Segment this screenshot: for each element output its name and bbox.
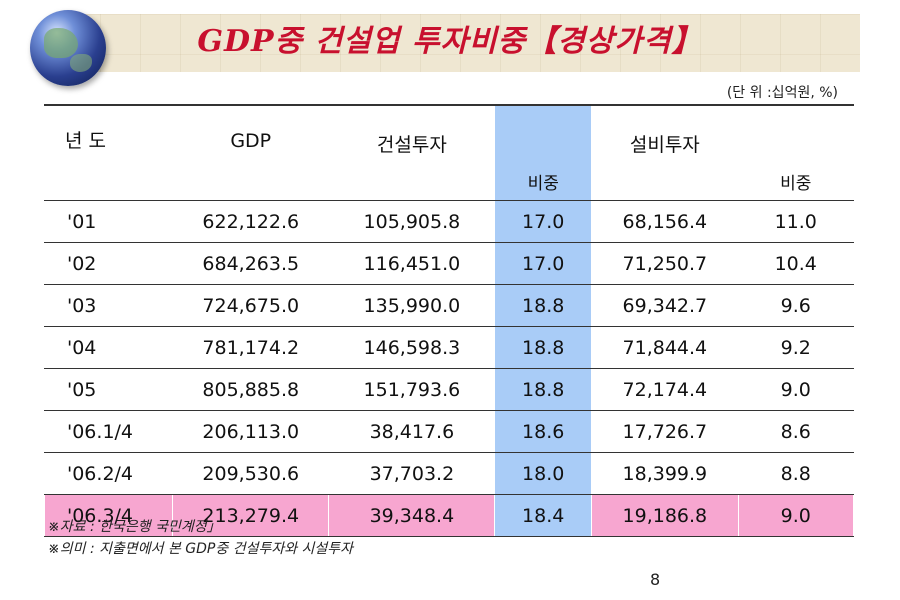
header-gdp: GDP — [171, 104, 330, 201]
cell-ratio1: 17.0 — [494, 242, 593, 285]
cell-year: '02 — [44, 242, 173, 285]
cell-facility: 17,726.7 — [591, 410, 739, 453]
title-banner — [60, 14, 860, 72]
table-row: '06.2/4 209,530.6 37,703.2 18.0 18,399.9 8.8 — [44, 452, 854, 495]
cell-ratio2: 9.2 — [737, 326, 854, 369]
cell-ratio1: 18.0 — [494, 452, 593, 495]
cell-construction: 116,451.0 — [328, 242, 496, 285]
globe-icon — [30, 10, 106, 86]
table-row: '06.1/4 206,113.0 38,417.6 18.6 17,726.7 8.6 — [44, 410, 854, 453]
cell-year: '03 — [44, 284, 173, 327]
cell-ratio1: 18.8 — [494, 284, 593, 327]
cell-ratio2: 8.8 — [737, 452, 854, 495]
cell-construction: 151,793.6 — [328, 368, 496, 411]
cell-facility: 19,186.8 — [591, 494, 739, 537]
cell-ratio2: 9.6 — [737, 284, 854, 327]
cell-facility: 69,342.7 — [591, 284, 739, 327]
cell-gdp: 213,279.4 — [171, 494, 330, 537]
header-ratio-facility: 비중 — [737, 104, 854, 201]
page-title: GDP중 건설업 투자비중【경상가격】 — [197, 24, 703, 59]
cell-ratio2: 8.6 — [737, 410, 854, 453]
header-year: 년 도 — [44, 104, 173, 201]
cell-ratio2: 9.0 — [737, 494, 854, 537]
cell-ratio1: 18.8 — [494, 326, 593, 369]
table-body: '01 622,122.6 105,905.8 17.0 68,156.4 11.0'02… — [44, 200, 854, 537]
header-ratio-construction: 비중 — [494, 104, 593, 201]
cell-gdp: 206,113.0 — [171, 410, 330, 453]
cell-year: '06.3/4 — [44, 494, 173, 537]
cell-facility: 71,250.7 — [591, 242, 739, 285]
table-row: '04 781,174.2 146,598.3 18.8 71,844.4 9.2 — [44, 326, 854, 369]
cell-year: '05 — [44, 368, 173, 411]
page-number: 8 — [650, 570, 661, 589]
gdp-construction-table: 년 도 GDP 건설투자 비중 설비투자 비중 '01 622,122.6 105,… — [44, 104, 854, 537]
note-meaning: ※의미 : 지출면에서 본 GDP중 건설투자와 시설투자 — [48, 541, 354, 557]
table-row: '03 724,675.0 135,990.0 18.8 69,342.7 9.6 — [44, 284, 854, 327]
cell-construction: 146,598.3 — [328, 326, 496, 369]
cell-year: '06.1/4 — [44, 410, 173, 453]
cell-year: '04 — [44, 326, 173, 369]
cell-ratio2: 10.4 — [737, 242, 854, 285]
cell-gdp: 781,174.2 — [171, 326, 330, 369]
notes: ※자료 : 한국은행 국민계정」 ※의미 : 지출면에서 본 GDP중 건설투자… — [48, 516, 353, 560]
cell-construction: 105,905.8 — [328, 200, 496, 243]
cell-ratio2: 11.0 — [737, 200, 854, 243]
cell-gdp: 724,675.0 — [171, 284, 330, 327]
table-row: '06.3/4 213,279.4 39,348.4 18.4 19,186.8 9.0 — [44, 494, 854, 537]
cell-gdp: 622,122.6 — [171, 200, 330, 243]
header-construction: 건설투자 — [328, 104, 496, 201]
table-row: '02 684,263.5 116,451.0 17.0 71,250.7 10.4 — [44, 242, 854, 285]
cell-facility: 68,156.4 — [591, 200, 739, 243]
cell-year: '01 — [44, 200, 173, 243]
cell-gdp: 209,530.6 — [171, 452, 330, 495]
note-source: ※자료 : 한국은행 국민계정」 — [48, 519, 221, 535]
cell-gdp: 805,885.8 — [171, 368, 330, 411]
cell-ratio1: 18.8 — [494, 368, 593, 411]
header-facility: 설비투자 — [591, 104, 739, 201]
table-row: '01 622,122.6 105,905.8 17.0 68,156.4 11.0 — [44, 200, 854, 243]
cell-gdp: 684,263.5 — [171, 242, 330, 285]
cell-construction: 38,417.6 — [328, 410, 496, 453]
cell-ratio2: 9.0 — [737, 368, 854, 411]
cell-ratio1: 18.6 — [494, 410, 593, 453]
cell-construction: 135,990.0 — [328, 284, 496, 327]
cell-ratio1: 17.0 — [494, 200, 593, 243]
cell-construction: 39,348.4 — [328, 494, 496, 537]
table-header-row: 년 도 GDP 건설투자 비중 설비투자 비중 — [44, 104, 854, 201]
cell-facility: 18,399.9 — [591, 452, 739, 495]
table-row: '05 805,885.8 151,793.6 18.8 72,174.4 9.0 — [44, 368, 854, 411]
cell-facility: 71,844.4 — [591, 326, 739, 369]
unit-label: (단 위 :십억원, %) — [726, 85, 838, 101]
cell-facility: 72,174.4 — [591, 368, 739, 411]
cell-construction: 37,703.2 — [328, 452, 496, 495]
cell-ratio1: 18.4 — [494, 494, 593, 537]
cell-year: '06.2/4 — [44, 452, 173, 495]
